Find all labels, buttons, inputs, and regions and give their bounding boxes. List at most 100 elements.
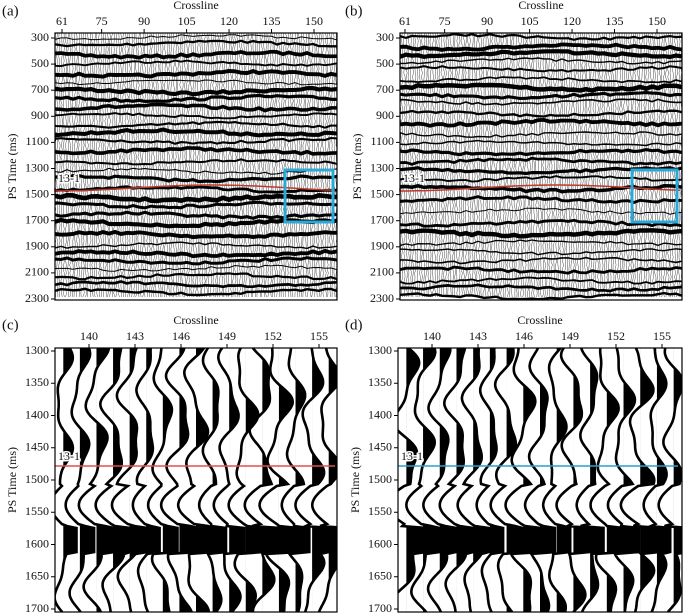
trace [478, 33, 481, 297]
wiggle-fill [113, 348, 131, 612]
trace [502, 33, 505, 298]
y-tick-label: 1450 [25, 440, 49, 454]
reflector [400, 42, 682, 52]
trace [500, 33, 503, 298]
trace [451, 33, 454, 298]
wiggle [575, 348, 605, 612]
trace [603, 33, 606, 298]
trace [454, 33, 456, 298]
x-tick-label: 135 [606, 14, 624, 28]
wiggle-fill [278, 348, 299, 612]
x-tick-label: 75 [96, 14, 108, 28]
trace [482, 33, 485, 297]
wiggle [504, 348, 543, 612]
y-tick-label: 2300 [25, 291, 49, 305]
trace [447, 33, 450, 298]
trace [164, 33, 166, 298]
trace [219, 33, 221, 298]
reflector [55, 272, 337, 281]
trace [131, 33, 133, 298]
trace [608, 33, 610, 298]
trace [56, 33, 59, 298]
trace [572, 33, 575, 298]
y-tick-label: 1700 [25, 601, 49, 615]
trace [575, 33, 577, 298]
trace [489, 33, 492, 298]
y-tick-label: 1300 [25, 160, 49, 174]
trace [214, 33, 217, 298]
wiggle [438, 348, 475, 612]
reflector [55, 49, 337, 60]
trace [667, 33, 670, 298]
trace [282, 33, 285, 298]
y-tick-label: 2300 [370, 291, 394, 305]
wiggle [94, 348, 132, 612]
trace [148, 33, 151, 298]
trace [95, 33, 98, 298]
trace [557, 33, 560, 298]
trace [254, 33, 257, 298]
trace [592, 33, 595, 298]
highlight-box [283, 168, 335, 224]
trace [247, 33, 250, 298]
trace [252, 33, 254, 298]
reflector [55, 102, 337, 113]
wiggle [294, 348, 331, 612]
trace [522, 33, 525, 298]
trace [245, 33, 248, 298]
trace [298, 33, 301, 298]
trace [498, 33, 500, 298]
reflector [400, 49, 682, 60]
trace [289, 33, 292, 298]
horizon-label: 13-1 [401, 449, 423, 463]
trace [467, 33, 470, 298]
y-tick-label: 2100 [370, 265, 394, 279]
trace [82, 33, 85, 298]
trace [102, 33, 105, 298]
trace [544, 33, 547, 298]
trace [278, 33, 281, 298]
y-tick-label: 1500 [25, 186, 49, 200]
trace [234, 33, 237, 298]
trace [564, 33, 566, 298]
wiggle [422, 348, 458, 612]
wiggle-fill [473, 348, 489, 612]
trace [87, 33, 89, 298]
x-axis-title: Crossline [173, 0, 218, 12]
trace [304, 33, 307, 298]
trace [619, 33, 621, 298]
trace [315, 33, 318, 298]
trace [188, 33, 191, 298]
trace [407, 33, 410, 298]
trace [126, 33, 129, 298]
trace [528, 33, 531, 297]
seismic-section [55, 348, 337, 612]
reflector [400, 265, 682, 275]
trace [577, 33, 580, 298]
reflector [400, 195, 682, 205]
trace [535, 33, 538, 298]
trace [423, 33, 426, 298]
trace [520, 33, 522, 298]
wiggle [212, 348, 246, 612]
trace [414, 33, 417, 298]
seismic-section [55, 33, 337, 298]
trace [296, 33, 298, 298]
wiggle-fill [556, 348, 571, 612]
y-tick-label: 1650 [368, 569, 392, 583]
x-tick-label: 149 [561, 329, 579, 343]
wiggle [227, 348, 265, 612]
wiggle [110, 348, 149, 612]
trace [153, 33, 155, 298]
trace [473, 33, 476, 298]
trace [249, 33, 252, 297]
trace [280, 33, 283, 298]
trace [190, 33, 193, 298]
reflector [400, 33, 682, 41]
trace [117, 33, 120, 298]
wiggle-fill [196, 348, 214, 612]
trace [531, 33, 533, 298]
y-tick-label: 1600 [368, 536, 392, 550]
trace [412, 33, 415, 298]
reflector [55, 127, 337, 138]
